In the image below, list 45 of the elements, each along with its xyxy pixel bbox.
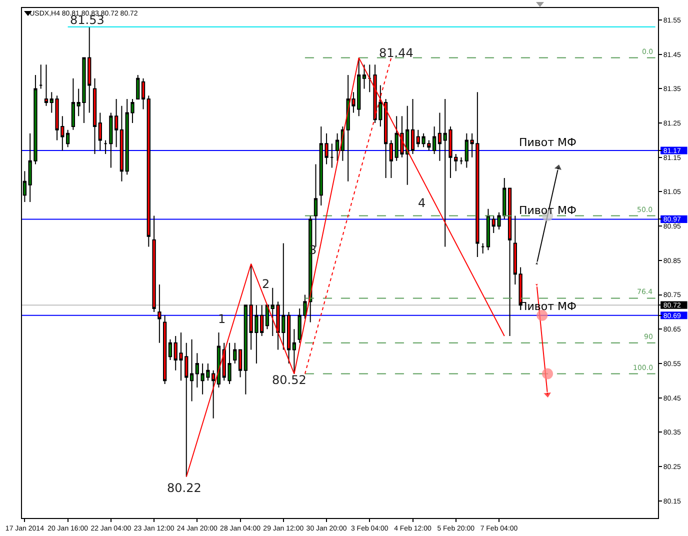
candlestick (152, 215, 156, 312)
candlestick (120, 105, 124, 182)
candlestick (216, 332, 221, 388)
candlestick (98, 112, 102, 152)
ref-line-label: Пивот МФ (519, 204, 576, 217)
candlestick (92, 78, 97, 154)
point (542, 368, 554, 380)
candlestick (146, 95, 150, 248)
candlestick (438, 112, 442, 162)
candlestick (384, 98, 388, 178)
candlestick (104, 140, 108, 154)
candlestick (330, 143, 334, 168)
candlestick (66, 129, 70, 148)
candlestick (389, 140, 394, 178)
candlestick (233, 342, 237, 364)
candlestick (141, 78, 146, 110)
candlestick (244, 304, 248, 395)
candlestick (368, 64, 372, 93)
ref-line-label: Пивот МФ (519, 136, 576, 149)
candlestick (190, 338, 194, 402)
candlestick (286, 311, 291, 364)
candlestick (265, 304, 270, 330)
annotation: 81.44 (379, 46, 414, 60)
candlestick (44, 64, 48, 106)
candlestick (362, 64, 366, 90)
candlestick (71, 78, 76, 130)
candlestick (459, 156, 464, 165)
annotation: 1 (218, 312, 226, 326)
line-series (186, 57, 505, 478)
candlestick (238, 349, 242, 378)
candlestick (410, 98, 415, 154)
annotation: 2 (262, 277, 270, 291)
candlestick (136, 74, 140, 100)
candlestick (158, 284, 162, 344)
candlestick (163, 314, 167, 385)
candlestick (292, 328, 296, 374)
candlestick (508, 188, 512, 336)
candlestick (481, 242, 485, 254)
candlestick (168, 338, 172, 361)
candlestick (486, 208, 490, 251)
candlestick (335, 132, 340, 162)
annotation: 80.22 (167, 481, 202, 495)
annotation: 80.52 (272, 373, 306, 387)
candlestick (39, 64, 43, 90)
annotation: 4 (418, 196, 426, 210)
